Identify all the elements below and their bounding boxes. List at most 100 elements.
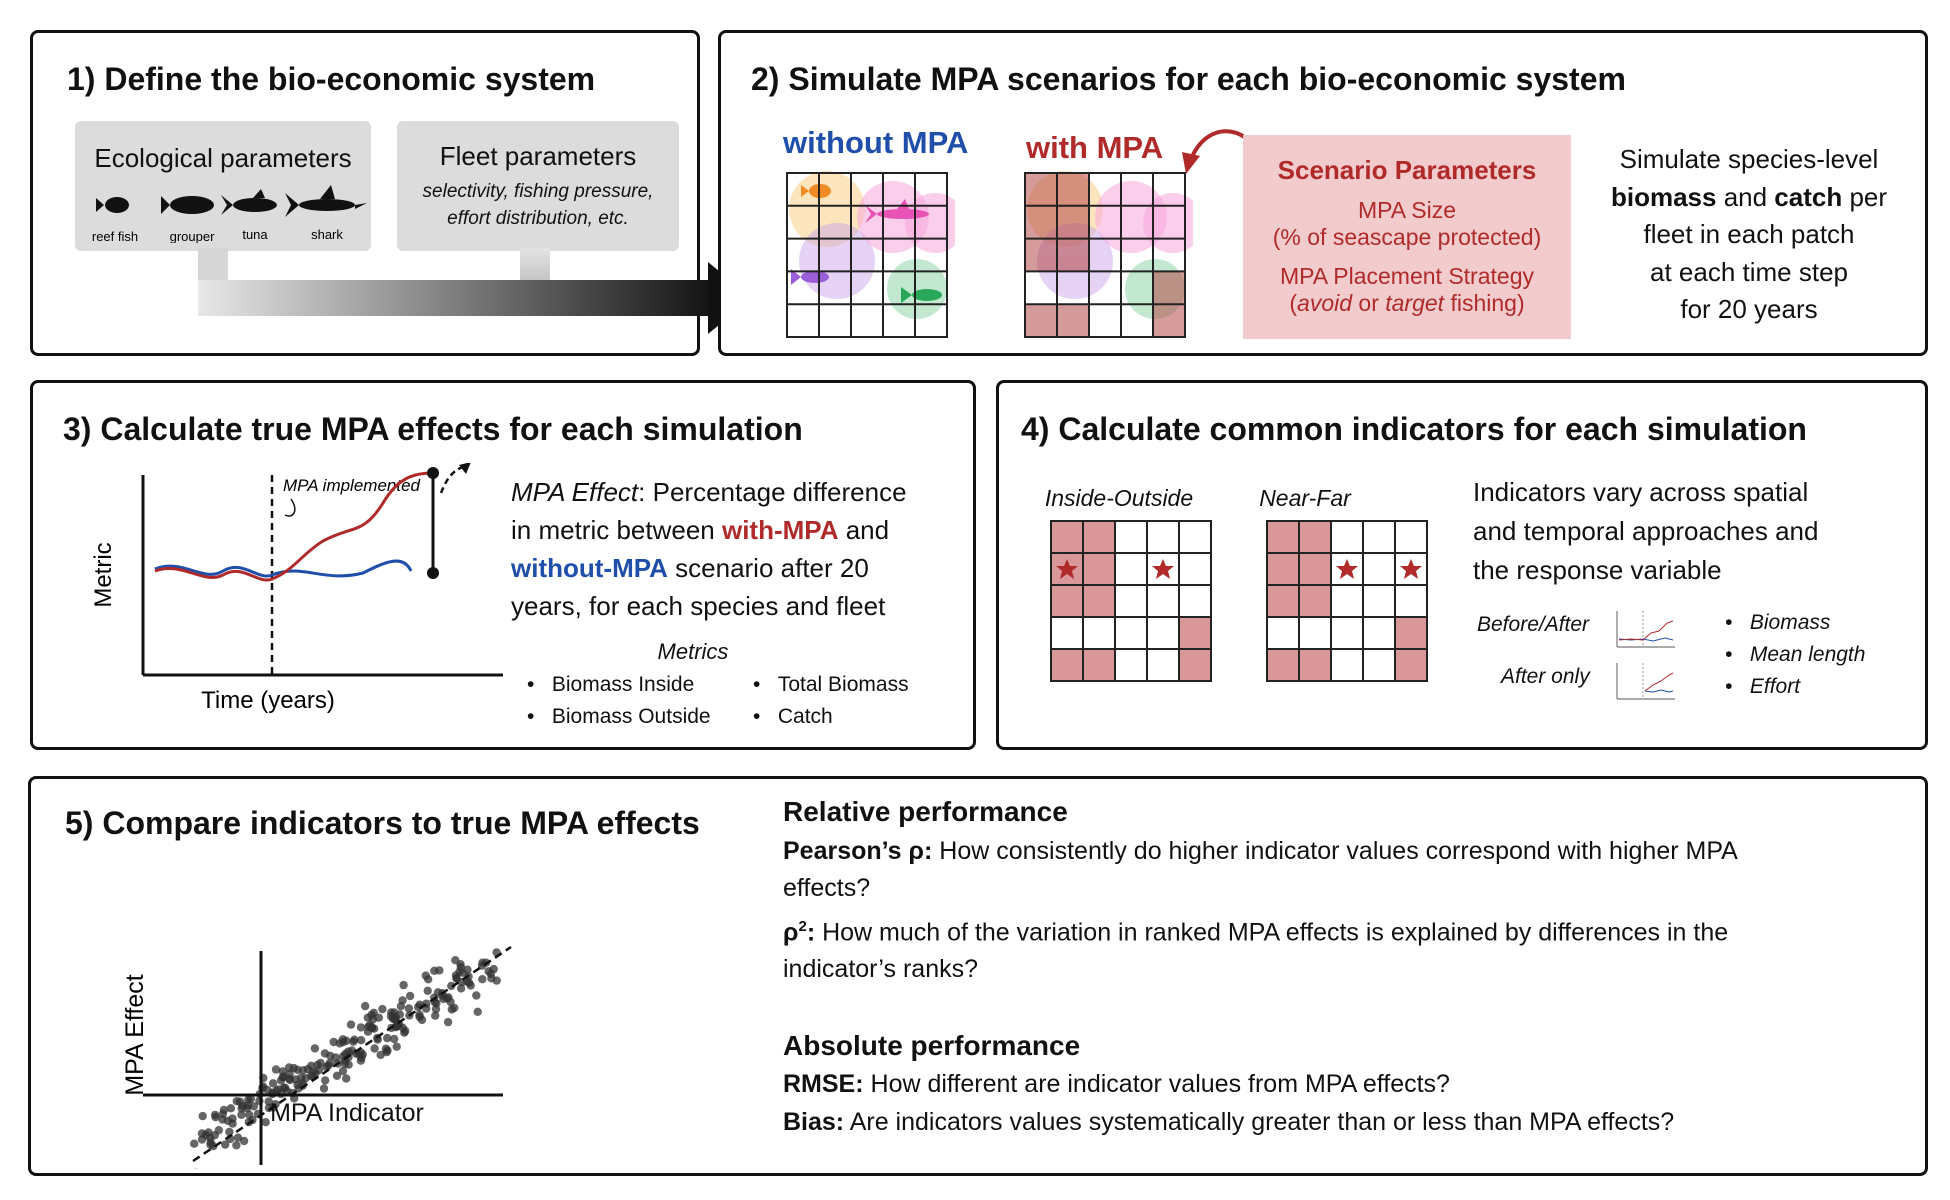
pearson-line: Pearson’s ρ: How consistently do higher … [783, 836, 1738, 865]
scatter-point [198, 1111, 207, 1121]
with-mpa-label: with MPA [1026, 130, 1164, 165]
scatter-point [368, 1015, 378, 1024]
scatter-point [390, 1034, 399, 1044]
scatter-point [431, 1004, 441, 1014]
scatter-point [391, 1012, 400, 1022]
scatter-point [430, 966, 439, 975]
scatter-point [431, 1011, 440, 1020]
scatter-point [272, 1086, 281, 1095]
scatter-point [346, 1020, 356, 1029]
scatter-point [392, 1042, 401, 1051]
panel-define-system: 1) Define the bio-economic system Ecolog… [30, 30, 700, 356]
scatter-point [261, 1118, 270, 1127]
placement-label: MPA Placement Strategy [1280, 263, 1534, 289]
before-after-thumbnail [1616, 611, 1675, 648]
placement-sub: (avoid or target fishing) [1289, 290, 1525, 316]
simulate-line4: at each time step [1650, 256, 1848, 287]
panel4-title: 4) Calculate common indicators for each … [1021, 411, 1807, 447]
plot-y-label: Metric [90, 542, 117, 607]
star-icon [1056, 559, 1174, 579]
scatter-point [319, 1084, 329, 1093]
scatter-point [391, 1023, 400, 1032]
without-mpa-label: without MPA [783, 125, 969, 160]
one-to-one-line [192, 945, 512, 1163]
species-label-tuna: tuna [242, 227, 268, 242]
bias-line: Bias: Are indicators values systematical… [783, 1107, 1675, 1136]
scatter-x-label: MPA Indicator [270, 1099, 424, 1127]
scatter-point [218, 1109, 228, 1119]
scatter-point [424, 975, 433, 984]
scenario-parameters-box [1243, 135, 1571, 339]
panel5-title: 5) Compare indicators to true MPA effect… [65, 805, 700, 841]
species-label-shark: shark [311, 227, 343, 242]
indicator-description: Indicators vary across spatial and tempo… [1473, 473, 1923, 590]
reef-fish-icon [96, 197, 129, 213]
scatter-point [456, 984, 466, 993]
scatter-point [338, 1066, 348, 1076]
simulate-line5: for 20 years [1680, 294, 1818, 324]
scatter-point [367, 1023, 377, 1033]
tuna-icon [221, 189, 277, 215]
before-after-label: Before/After [1477, 613, 1590, 636]
without-mpa-curve [154, 559, 413, 578]
scatter-point [228, 1119, 237, 1128]
scatter-point [197, 1129, 207, 1138]
scatter-point [398, 996, 407, 1005]
scenario-parameters-title: Scenario Parameters [1277, 155, 1537, 185]
scatter-point [271, 1065, 281, 1074]
ecological-parameters-title: Ecological parameters [94, 143, 352, 173]
panel-common-indicators: 4) Calculate common indicators for each … [996, 380, 1928, 750]
scatter-point [226, 1104, 236, 1113]
relative-performance-title: Relative performance [783, 796, 1068, 827]
scatter-point [284, 1063, 294, 1072]
rho2-line: ρ2: How much of the variation in ranked … [783, 917, 1729, 946]
scatter-point [281, 1083, 290, 1093]
metric-item: • Biomass Inside [527, 673, 695, 696]
rho2-line2: indicator’s ranks? [783, 955, 979, 984]
metric-time-plot: MPA implemented Metric Time (years) [90, 463, 503, 714]
scatter-point [447, 1005, 456, 1014]
metric-item: • Catch [753, 705, 833, 728]
scatter-point [484, 967, 493, 976]
scatter-point [401, 1026, 410, 1036]
fleet-parameters-box [397, 121, 679, 251]
scatter-point [349, 1037, 358, 1046]
grouper-icon [161, 196, 214, 214]
scatter-point [361, 1001, 370, 1011]
scatter-point [298, 1066, 308, 1075]
ecological-parameters-box [75, 121, 371, 251]
plot-x-label: Time (years) [201, 687, 335, 714]
scatter-point [320, 1049, 330, 1058]
simulate-description: Simulate species-level biomass and catch… [1579, 141, 1919, 329]
scatter-points [190, 948, 501, 1169]
panel-compare-indicators: 5) Compare indicators to true MPA effect… [28, 776, 1928, 1176]
scatter-point [370, 1044, 379, 1053]
scatter-point [443, 1017, 453, 1027]
scatter-point [342, 1074, 351, 1083]
near-far-grid [1266, 520, 1428, 682]
simulate-line2: biomass and catch per [1610, 181, 1888, 212]
scatter-point [264, 1097, 273, 1106]
with-mpa-curve [154, 471, 434, 582]
response-item: • Effort [1725, 675, 1801, 698]
scatter-point [382, 1047, 391, 1057]
fleet-parameters-line1: selectivity, fishing pressure, [422, 181, 654, 202]
scatter-point [473, 1007, 482, 1016]
scatter-point [268, 1079, 278, 1088]
rmse-line: RMSE: How different are indicator values… [783, 1070, 1450, 1099]
absolute-performance-title: Absolute performance [783, 1029, 1081, 1061]
simulate-line3: fleet in each patch [1643, 219, 1855, 249]
fleet-parameters-title: Fleet parameters [439, 141, 637, 171]
scatter-point [369, 1008, 378, 1017]
species-icons: reef fish grouper tuna shark [92, 185, 367, 243]
scatter-point [357, 1053, 366, 1062]
simulate-line1: Simulate species-level [1619, 144, 1879, 174]
pearson-line2: effects? [783, 874, 871, 902]
fleet-parameters-line2: effort distribution, etc. [447, 208, 629, 229]
scatter-point [405, 991, 415, 1001]
grid-without-mpa [786, 171, 955, 338]
response-item: • Biomass [1725, 611, 1831, 634]
scatter-point [356, 1023, 366, 1032]
scatter-point [278, 1067, 287, 1076]
effect-line4: years, for each species and fleet [511, 591, 886, 621]
